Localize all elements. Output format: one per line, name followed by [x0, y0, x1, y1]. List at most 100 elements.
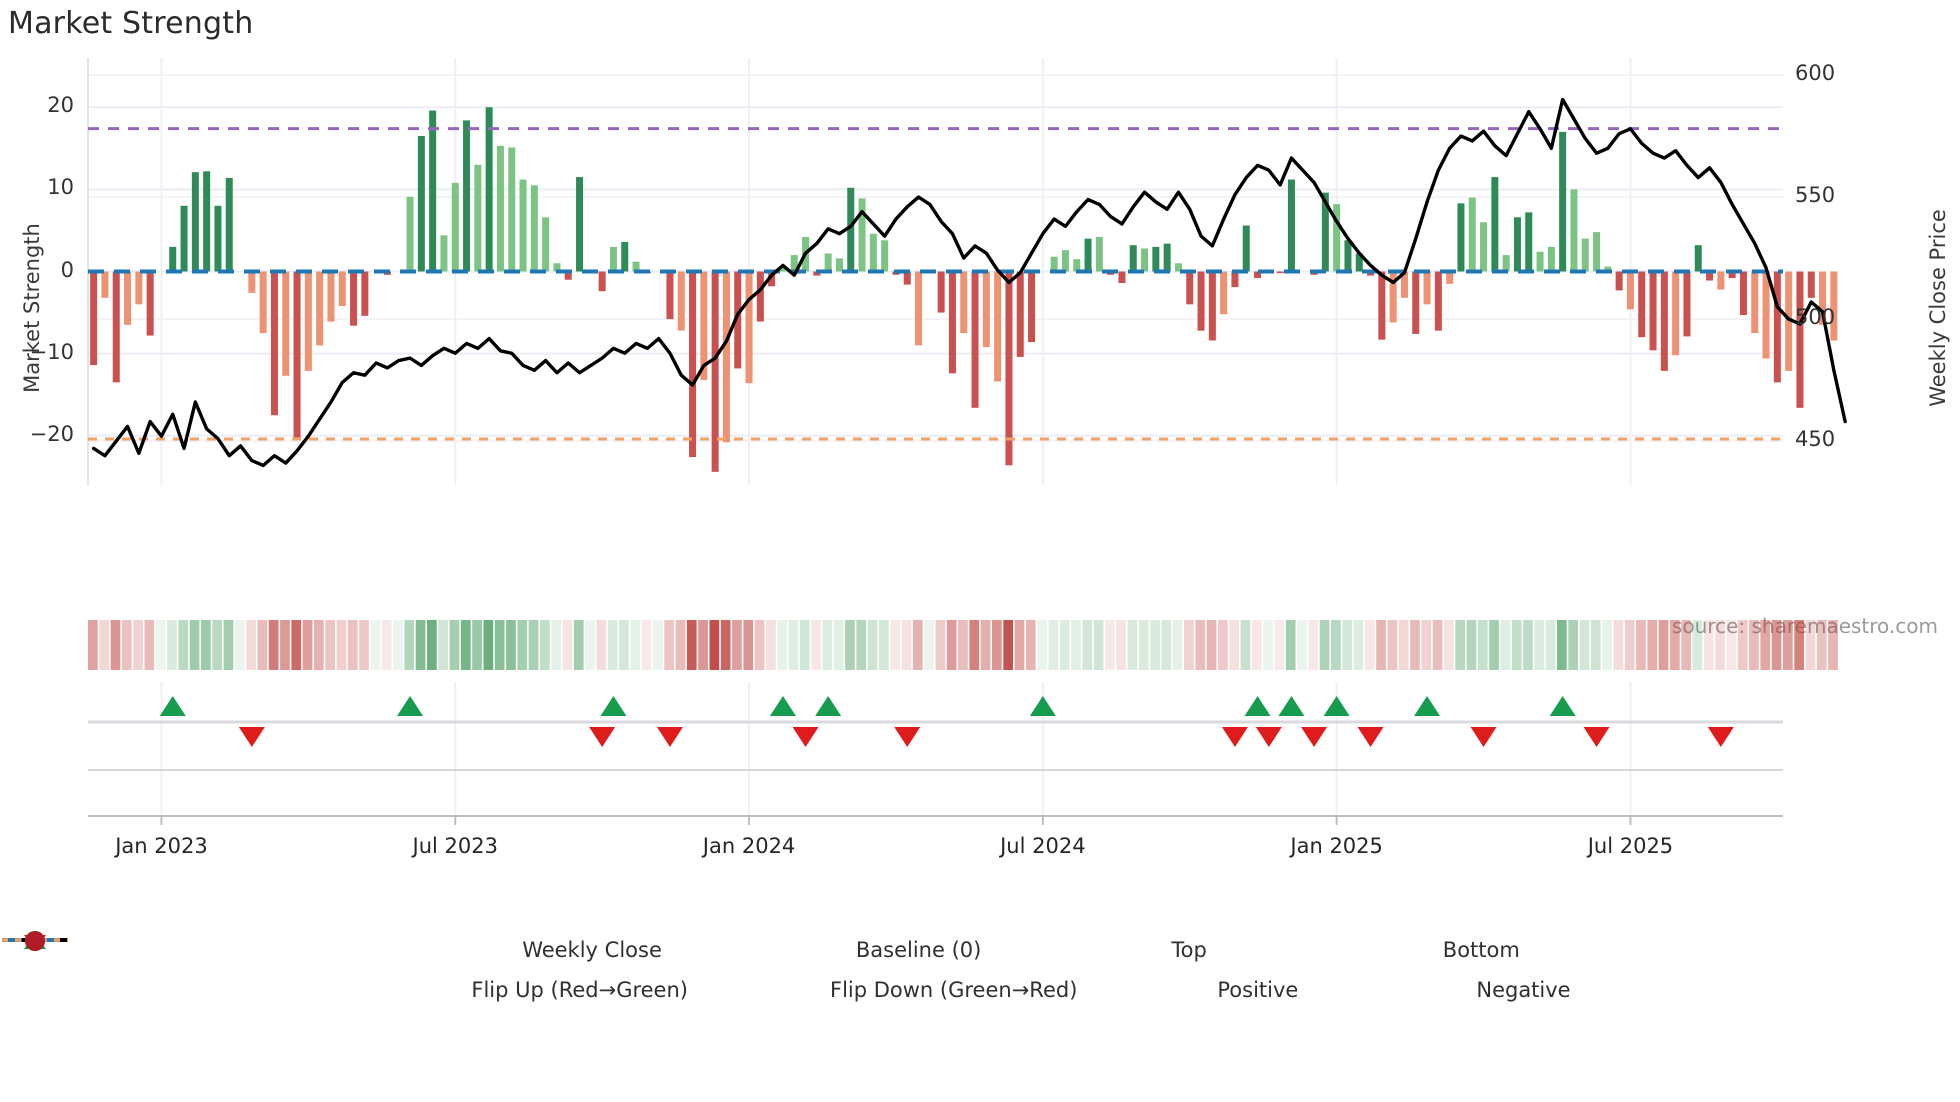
strength-bar [1174, 263, 1182, 272]
strength-bar [1400, 271, 1408, 298]
strength-bar [564, 271, 572, 280]
legend-item[interactable]: Flip Down (Green→Red) [24, 935, 1077, 1002]
dashed-line-swatch [2, 938, 68, 942]
heatmap-cell [189, 620, 200, 670]
x-axis-tick: Jul 2025 [1587, 834, 1674, 858]
heatmap-cell [822, 620, 833, 670]
legend-item[interactable]: Positive [25, 931, 1298, 1002]
strength-bar [1434, 271, 1442, 331]
x-axis-tick: Jul 2024 [1000, 834, 1086, 858]
heatmap-cell [1670, 620, 1680, 670]
heatmap-cell [1251, 620, 1262, 670]
heatmap-cell [585, 620, 595, 670]
strength-bar [417, 136, 425, 272]
heatmap-cell [1737, 620, 1748, 670]
heatmap-cell [483, 620, 494, 670]
dotted-line-swatch [2, 938, 68, 942]
heatmap-cell [619, 620, 629, 670]
strength-bar [1468, 197, 1476, 272]
strength-bar [1118, 271, 1126, 283]
strength-bar [1615, 271, 1623, 291]
heatmap-cell [958, 620, 968, 670]
strength-bar [304, 271, 312, 371]
legend-item[interactable]: Negative [25, 931, 1571, 1002]
strength-bar [1559, 131, 1567, 272]
strength-bar [1129, 245, 1137, 272]
heatmap-cell [1116, 620, 1127, 670]
x-axis-tick: Jul 2023 [412, 834, 498, 858]
strength-bar [1807, 271, 1815, 298]
strength-bar [711, 271, 719, 472]
heatmap-cell [811, 620, 821, 670]
heatmap-cell [1523, 620, 1533, 670]
heatmap-cell [1602, 620, 1612, 670]
heatmap-cell [664, 620, 675, 670]
strength-bar [1649, 271, 1657, 351]
strength-bar [1581, 238, 1589, 272]
heatmap-cell [890, 620, 901, 670]
strength-bar [1242, 225, 1250, 272]
strength-bar [1694, 245, 1702, 272]
strength-bar [463, 120, 471, 272]
heatmap-cell [754, 620, 765, 670]
legend-item[interactable]: Top [2, 938, 1207, 962]
flip-up-marker [159, 696, 186, 716]
strength-bar [1073, 259, 1081, 272]
strength-bar [270, 271, 278, 416]
y-axis-right-tick: 550 [1795, 183, 1836, 208]
flip-down-marker [1470, 727, 1497, 747]
strength-bar [971, 271, 979, 408]
heatmap-cell [393, 620, 403, 670]
heatmap-cell [1263, 620, 1273, 670]
heatmap-cell [833, 620, 844, 670]
strength-bar [1728, 271, 1736, 279]
strength-bar [1593, 232, 1601, 272]
heatmap-cell [1059, 620, 1070, 670]
heatmap-cell [1692, 620, 1703, 670]
heatmap-cell [1489, 620, 1499, 670]
flip-up-marker [1029, 696, 1056, 716]
strength-bar [259, 271, 267, 334]
strength-bar [1491, 177, 1499, 272]
heatmap-cell [1568, 620, 1579, 670]
y-axis-left-tick: 20 [47, 93, 74, 118]
strength-bar [451, 182, 459, 272]
heatmap-cell [1127, 620, 1138, 670]
legend-item[interactable]: Bottom [2, 938, 1520, 962]
bars-group [90, 107, 1838, 472]
strength-bar [1513, 217, 1521, 272]
heatmap-cell [359, 620, 369, 670]
strength-bar [1050, 256, 1058, 272]
heatmap-cell [99, 620, 110, 670]
strength-bar [1208, 271, 1216, 341]
y-axis-left-tick: 0 [60, 257, 74, 282]
strength-bar [689, 271, 697, 458]
strength-bar [1016, 271, 1024, 357]
strength-bar [1570, 189, 1578, 272]
legend-item[interactable]: Weekly Close [2, 938, 662, 962]
strength-bar [1480, 222, 1488, 272]
heatmap-cell [1726, 620, 1737, 670]
legend-item[interactable]: Baseline (0) [2, 938, 981, 962]
strength-bar [225, 177, 233, 272]
strength-bar [677, 271, 685, 331]
strength-bar [960, 271, 968, 334]
y-axis-right-tick: 450 [1795, 427, 1836, 452]
heatmap-cell [472, 620, 482, 670]
legend-item[interactable]: Flip Up (Red→Green) [24, 934, 688, 1002]
heatmap-cell [1025, 620, 1036, 670]
y-axis-left-tick: −20 [29, 421, 74, 446]
strength-bar [519, 179, 527, 272]
heatmap-cell [573, 620, 584, 670]
heatmap-cell [630, 620, 641, 670]
heatmap-cell [1590, 620, 1601, 670]
weekly-close-line [91, 97, 1847, 468]
flip-down-marker [1707, 727, 1734, 747]
heatmap-cell [234, 620, 245, 670]
heatmap-cell [1082, 620, 1093, 670]
heatmap-cell [347, 620, 358, 670]
legend-item-label: Weekly Close [522, 938, 662, 962]
strength-bar [1367, 271, 1375, 276]
heatmap-cell [686, 620, 697, 670]
heatmap-cell [427, 620, 437, 670]
